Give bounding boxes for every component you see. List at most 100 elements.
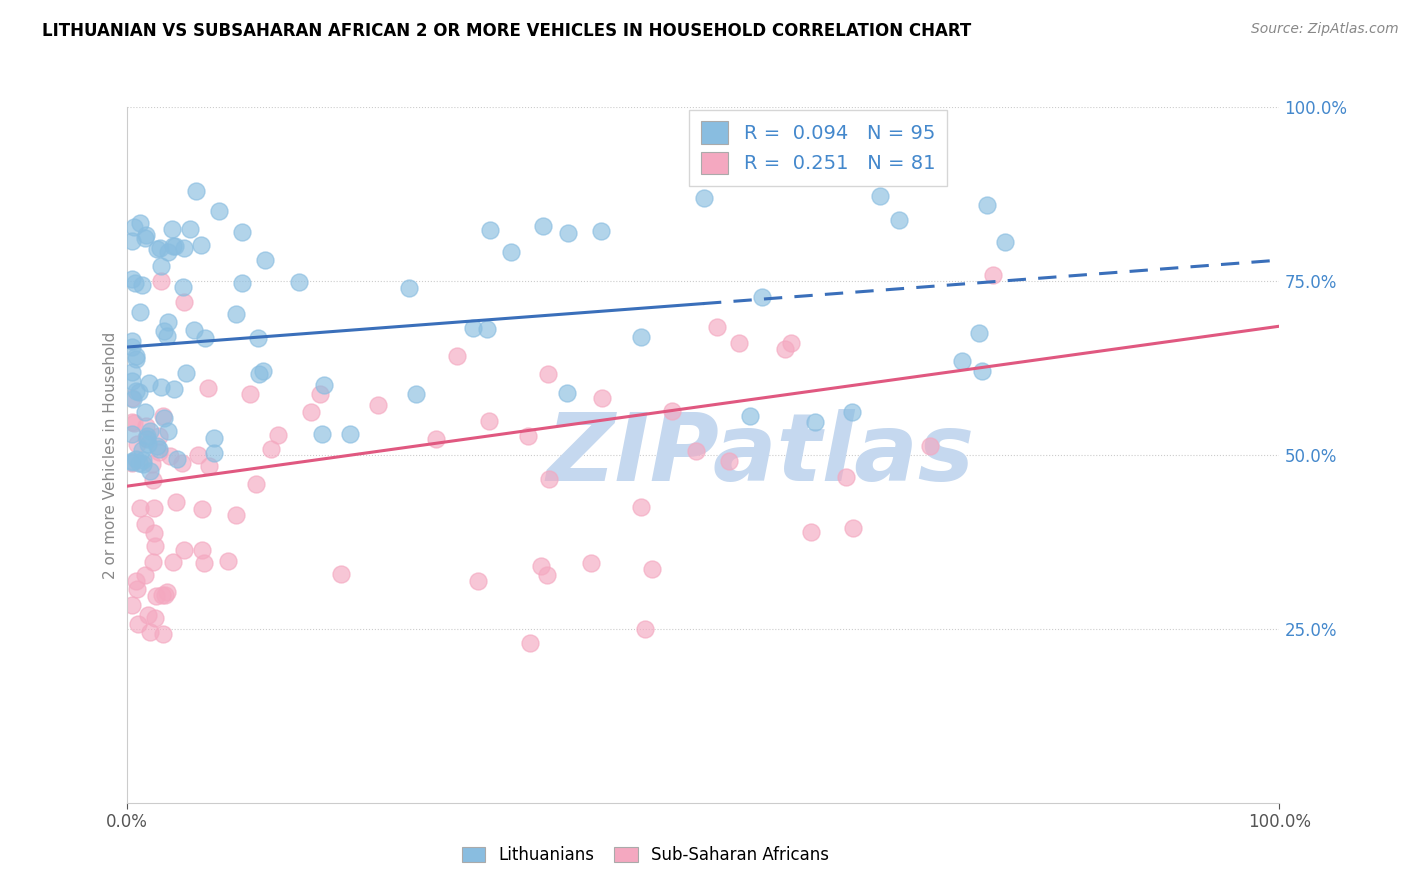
Point [994,235,1017,249]
Point [533,219,555,233]
Point [981,268,1004,282]
Point [252,364,274,378]
Point [183,323,205,337]
Point [198,458,221,473]
Point [128,500,150,515]
Point [156,315,179,329]
Point [172,280,194,294]
Point [145,589,167,603]
Point [173,542,195,557]
Point [125,452,148,467]
Point [311,427,333,442]
Point [134,567,156,582]
Point [231,276,253,290]
Point [804,415,827,429]
Point [461,320,484,334]
Point [128,305,150,319]
Point [166,451,188,466]
Point [135,431,157,445]
Point [121,334,143,348]
Point [529,559,551,574]
Point [841,405,863,419]
Point [148,444,170,458]
Point [179,222,201,236]
Point [128,216,150,230]
Point [661,404,683,418]
Point [842,521,865,535]
Point [217,554,239,568]
Point [260,442,283,456]
Point [134,405,156,419]
Point [312,378,335,392]
Point [869,189,891,203]
Point [537,368,560,382]
Point [149,241,172,255]
Point [339,426,361,441]
Point [634,622,657,636]
Point [143,539,166,553]
Point [153,324,176,338]
Point [887,212,910,227]
Point [446,349,468,363]
Legend: Lithuanians, Sub-Saharan Africans: Lithuanians, Sub-Saharan Africans [456,839,835,871]
Point [204,446,226,460]
Point [121,366,143,380]
Point [134,516,156,531]
Point [156,425,179,439]
Point [155,588,177,602]
Point [751,290,773,304]
Point [125,574,148,588]
Point [191,502,214,516]
Point [225,307,247,321]
Point [122,416,145,430]
Point [135,419,157,434]
Point [972,364,994,378]
Point [589,224,612,238]
Point [121,426,143,441]
Point [967,326,990,341]
Point [239,387,262,401]
Point [225,508,247,522]
Point [152,626,174,640]
Point [142,473,165,487]
Point [163,382,186,396]
Point [131,277,153,292]
Point [152,411,174,425]
Point [478,414,501,428]
Point [231,225,253,239]
Point [162,221,184,235]
Point [128,456,150,470]
Point [187,448,209,462]
Point [641,561,664,575]
Point [131,443,153,458]
Point [156,585,179,599]
Point [136,607,159,622]
Point [122,392,145,407]
Point [780,336,803,351]
Point [165,495,187,509]
Point [121,234,143,248]
Point [136,437,159,451]
Point [184,184,207,198]
Point [477,322,499,336]
Point [142,526,165,541]
Point [519,636,541,650]
Point [134,231,156,245]
Point [139,464,162,478]
Point [146,242,169,256]
Point [139,624,162,639]
Point [555,386,578,401]
Point [717,454,740,468]
Point [121,391,143,405]
Point [308,386,330,401]
Point [135,228,157,243]
Point [156,329,179,343]
Point [121,598,143,612]
Point [536,568,558,582]
Point [197,381,219,395]
Point [706,319,728,334]
Point [800,524,823,539]
Point [142,555,165,569]
Point [976,198,998,212]
Point [121,456,143,470]
